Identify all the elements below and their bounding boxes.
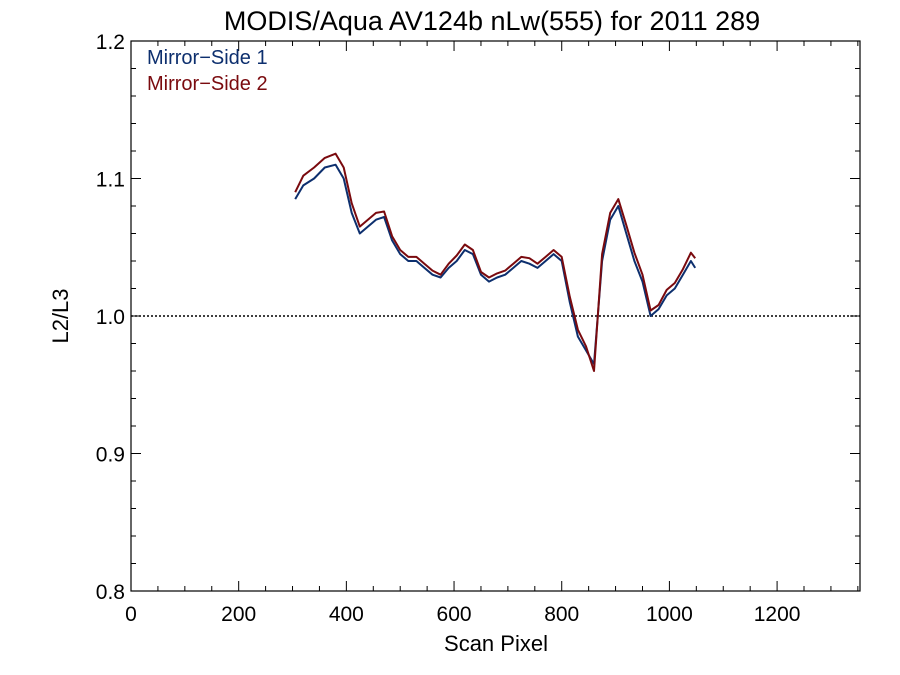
- y-tick-label: 0.9: [96, 444, 125, 467]
- legend: Mirror−Side 1 Mirror−Side 2: [147, 47, 268, 95]
- legend-entry-2: Mirror−Side 2: [147, 73, 268, 95]
- y-axis-label: L2/L3: [48, 288, 73, 343]
- series-group: [294, 152, 697, 372]
- x-tick-label: 1000: [646, 603, 693, 626]
- x-tick-label: 800: [544, 603, 579, 626]
- y-tick-label: 1.0: [96, 306, 125, 329]
- y-tick-label: 1.1: [96, 169, 125, 192]
- x-tick-label: 400: [329, 603, 364, 626]
- x-tick-label: 200: [221, 603, 256, 626]
- series-line-1: [294, 163, 697, 366]
- x-tick-label: 0: [125, 603, 137, 626]
- series-line-2: [294, 152, 696, 372]
- tick-labels: 0 200 400 600 800 1000 1200 0.8 0.9 1.0 1.1 1.2: [96, 31, 801, 626]
- legend-entry-1: Mirror−Side 1: [147, 47, 268, 69]
- x-tick-label: 600: [437, 603, 472, 626]
- y-tick-label: 1.2: [96, 31, 125, 54]
- chart-title: MODIS/Aqua AV124b nLw(555) for 2011 289: [224, 6, 760, 36]
- x-tick-label: 1200: [754, 603, 801, 626]
- y-tick-label: 0.8: [96, 581, 125, 604]
- axis-ticks: [130, 40, 860, 592]
- x-axis-label: Scan Pixel: [444, 631, 548, 656]
